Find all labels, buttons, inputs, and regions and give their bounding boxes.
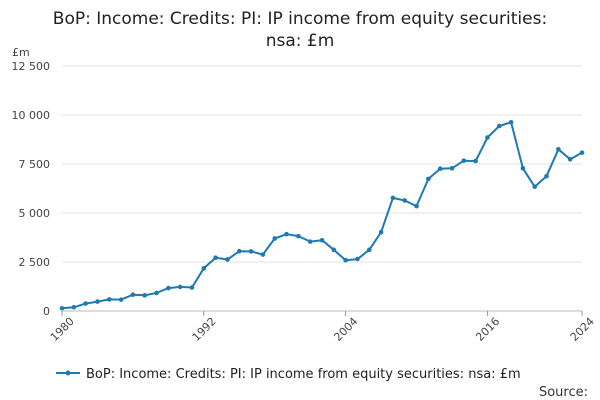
data-point[interactable] (449, 166, 455, 171)
x-tick-label: 2004 (331, 315, 360, 344)
data-point[interactable] (189, 285, 195, 290)
data-point[interactable] (355, 256, 360, 262)
data-point[interactable] (508, 119, 514, 125)
data-point[interactable] (402, 198, 408, 203)
x-axis-ticks: 1980 1992 2004 2016 2024 (48, 311, 597, 344)
data-point[interactable] (556, 147, 561, 152)
data-point[interactable] (154, 290, 159, 296)
y-tick-label: 12 500 (12, 60, 51, 73)
series-line (61, 121, 583, 310)
data-point[interactable] (130, 292, 136, 298)
data-point[interactable] (307, 239, 313, 244)
y-tick-label: 0 (43, 305, 50, 318)
data-point[interactable] (532, 184, 538, 190)
data-point[interactable] (118, 297, 124, 302)
data-point[interactable] (225, 257, 230, 262)
y-tick-label: 7 500 (19, 158, 51, 171)
data-point[interactable] (166, 285, 171, 291)
data-point[interactable] (95, 299, 100, 304)
data-point[interactable] (437, 166, 443, 172)
data-point[interactable] (414, 203, 419, 209)
legend-marker (65, 370, 71, 376)
y-tick-label: 5 000 (19, 207, 51, 220)
data-point[interactable] (461, 158, 467, 163)
data-point[interactable] (248, 249, 254, 254)
data-point[interactable] (331, 247, 337, 253)
chart-title-line-2: nsa: £m (266, 31, 335, 51)
data-point[interactable] (390, 195, 396, 201)
x-tick-label: 1980 (48, 315, 77, 344)
y-axis-unit-label: £m (12, 46, 30, 59)
data-point[interactable] (201, 265, 207, 271)
data-point[interactable] (284, 231, 289, 237)
x-tick-label: 2016 (473, 315, 502, 344)
y-tick-label: 10 000 (12, 109, 51, 122)
source-label: Source: (539, 385, 588, 400)
series-layer (59, 119, 585, 311)
data-point[interactable] (260, 252, 266, 257)
y-tick-label: 2 500 (19, 256, 51, 269)
y-axis-ticks: 0 2 500 5 000 7 500 10 000 12 500 (12, 60, 51, 318)
data-point[interactable] (520, 166, 526, 171)
data-point[interactable] (496, 123, 502, 129)
data-point[interactable] (473, 158, 478, 164)
data-point[interactable] (567, 156, 573, 162)
data-point[interactable] (142, 293, 148, 298)
data-point[interactable] (83, 301, 88, 306)
gridlines (62, 65, 582, 312)
data-point[interactable] (426, 176, 431, 182)
data-point[interactable] (272, 236, 278, 241)
data-point[interactable] (485, 135, 490, 140)
data-point[interactable] (106, 297, 112, 302)
x-tick-label: 1992 (190, 315, 219, 344)
data-point[interactable] (59, 305, 65, 311)
data-point[interactable] (343, 257, 348, 263)
data-point[interactable] (177, 284, 183, 290)
chart-title-line-1: BoP: Income: Credits: PI: IP income from… (53, 9, 547, 29)
data-point[interactable] (71, 304, 77, 310)
data-point[interactable] (236, 248, 242, 254)
data-point[interactable] (579, 150, 585, 155)
data-point[interactable] (544, 173, 549, 179)
x-tick-label: 2024 (568, 315, 597, 344)
data-point[interactable] (213, 255, 218, 260)
data-point[interactable] (366, 247, 372, 253)
data-point[interactable] (378, 229, 384, 235)
data-point[interactable] (319, 237, 325, 243)
legend: BoP: Income: Credits: PI: IP income from… (56, 367, 521, 382)
legend-label: BoP: Income: Credits: PI: IP income from… (86, 367, 521, 382)
data-point[interactable] (296, 233, 301, 239)
